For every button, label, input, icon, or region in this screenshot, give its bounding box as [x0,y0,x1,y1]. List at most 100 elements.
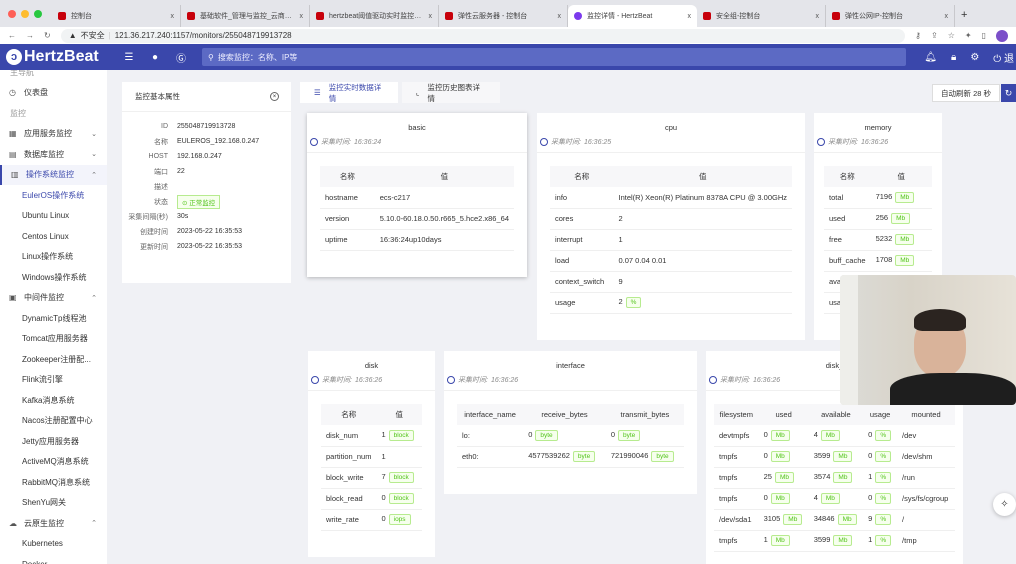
table-cell: 3574 Mb [808,467,864,489]
table-cell: 3599 Mb [808,530,864,552]
sidebar-item[interactable]: ▣ 中间件监控 ⌃ [0,288,107,308]
tab-close-icon[interactable]: x [687,12,692,20]
column-header: transmit_bytes [605,404,684,425]
new-tab-button[interactable]: + [961,9,968,21]
cell-value: tmpfs [719,452,738,461]
search-input[interactable]: ⚲ 搜索监控：名称、IP等 [202,48,906,66]
tab-close-icon[interactable]: x [815,12,820,20]
lock-icon[interactable]: 🔒︎ [951,51,957,63]
sidebar-item[interactable]: Jetty应用服务器 [0,431,107,451]
back-icon[interactable]: ← [8,31,16,40]
table-cell: 0.07 0.04 0.01 [613,250,792,272]
sidebar-item: 监控 [0,103,107,123]
sidebar-item[interactable]: Flink流引擎 [0,370,107,390]
sidebar-item-label: Docker [22,559,48,564]
sidebar-item[interactable]: Linux操作系统 [0,247,107,267]
cell-value: / [902,515,905,524]
collect-time-label: 采集时间: [720,377,750,384]
sidebar-item[interactable]: Centos Linux [0,226,107,246]
info-value: 2023-05-22 16:35:53 [177,228,242,235]
sidebar-item[interactable]: ▥ 操作系统监控 ⌃ [0,164,107,185]
sidebar-item[interactable]: EulerOS操作系统 [0,185,107,205]
tab-history-charts[interactable]: ⌞ 监控历史图表详情 [402,82,500,103]
browser-tab[interactable]: 弹性公网IP-控制台 x [826,5,955,27]
gear-icon[interactable]: ⚙ [970,51,980,63]
info-row: ID 255048719913728 [122,119,291,134]
cell-value: 9 [618,277,623,286]
star-icon[interactable]: ☆ [947,31,955,40]
sidebar-item[interactable]: Windows操作系统 [0,267,107,287]
logo[interactable]: ↄ HertzBeat [0,48,116,66]
sidebar-item-label: 中间件监控 [24,293,64,302]
sidebar-item[interactable]: Kafka消息系统 [0,390,107,410]
metrics-table: interface_name receive_bytes transmit_byte… [457,404,684,468]
gitee-icon[interactable]: Ⓖ [176,53,186,65]
extensions-icon[interactable]: ✦ [964,31,972,40]
cell-value: 1 [868,472,873,481]
table-row: free 5232 Mb [824,229,932,251]
list-icon: ☰ [314,88,321,97]
unit-tag: Mb [770,535,790,546]
table-header-row: 名称值 [550,166,792,187]
window-controls[interactable] [0,10,52,27]
close-icon[interactable]: × [270,92,279,101]
sidebar-item[interactable]: DynamicTp线程池 [0,308,107,328]
column-header: interface_name [457,404,524,425]
table-cell: ecs-c217 [374,187,514,209]
sidebar-item[interactable]: Tomcat应用服务器 [0,329,107,349]
sidebar-item[interactable]: RabbitMQ消息系统 [0,472,107,492]
sidebar-item[interactable]: ActiveMQ消息系统 [0,452,107,472]
unit-tag: iops [388,514,411,525]
sidebar-item[interactable]: Ubuntu Linux [0,206,107,226]
sidepanel-icon[interactable]: ▯ [981,31,986,40]
sidebar-item[interactable]: Nacos注册配置中心 [0,411,107,431]
cell-value: version [325,214,350,223]
browser-tab[interactable]: 监控详情 - HertzBeat x [568,5,697,27]
cell-value: 1 [381,429,386,439]
cell-value: usage [555,298,576,307]
sidebar-item[interactable]: ShenYu网关 [0,493,107,513]
share-icon[interactable]: ⇪ [931,31,938,40]
cell-value: interrupt [555,235,583,244]
column-header: 名称 [321,404,377,425]
tab-close-icon[interactable]: x [299,12,304,20]
collect-time-value: 16:36:25 [583,138,612,146]
tab-close-icon[interactable]: x [428,12,433,20]
table-cell: /tmp [897,530,955,552]
tab-close-icon[interactable]: x [557,12,562,20]
browser-tab[interactable]: 安全组-控制台 x [697,5,826,27]
menu-toggle-icon[interactable]: ☰ [124,51,134,63]
reload-icon[interactable]: ↻ [44,31,51,40]
sidebar-item[interactable]: Kubernetes [0,534,107,554]
github-icon[interactable]: ● [151,51,159,63]
url-field[interactable]: ▲ 不安全 | 121.36.217.240:1157/monitors/255… [60,28,906,43]
tab-realtime-data[interactable]: ☰ 监控实时数据详情 [300,82,398,103]
sidebar-item[interactable]: ☁ 云原生监控 ⌃ [0,513,107,533]
browser-tab[interactable]: 控制台 x [52,5,181,27]
profile-avatar[interactable] [996,29,1008,42]
sidebar-item[interactable]: Docker [0,554,107,564]
tab-close-icon[interactable]: x [944,12,949,20]
sidebar-item[interactable]: ▤ 数据库监控 ⌄ [0,144,107,164]
logout-button[interactable]: ⏻ 退 [993,53,1014,65]
browser-tab[interactable]: 弹性云服务器 - 控制台 x [439,5,568,27]
refresh-button[interactable]: ↻ [1001,84,1016,102]
tab-close-icon[interactable]: x [170,12,175,20]
sidebar-item[interactable]: ◷ 仪表盘 [0,83,107,103]
collect-time-value: 16:36:26 [752,376,781,384]
key-icon[interactable]: ⚷ [915,31,922,40]
forward-icon[interactable]: → [26,31,34,40]
browser-tab[interactable]: 基础软件_管理与监控_云商店-华 x [181,5,310,27]
browser-tab[interactable]: hertzbeat阈值驱动实时监控_监控 x [310,5,439,27]
unit-tag: Mb [833,472,853,483]
sidebar-item[interactable]: ▦ 应用服务监控 ⌄ [0,124,107,144]
cell-value: uptime [325,235,348,244]
table-row: tmpfs 0 Mb 4 Mb 0%/sys/fs/cgroup [714,488,955,510]
sidebar-item[interactable]: Zookeeper注册配... [0,349,107,369]
auto-refresh-button[interactable]: 自动刷新 28 秒 [932,84,1000,102]
unit-tag: Mb [895,255,915,266]
sidebar-item-label: Kafka消息系统 [22,395,75,405]
floating-magic-button[interactable]: ✧ [993,493,1016,516]
bell-icon[interactable]: 🔔︎ [924,51,937,63]
cell-value: Intel(R) Xeon(R) Platinum 8378A CPU @ 3.… [618,192,787,202]
